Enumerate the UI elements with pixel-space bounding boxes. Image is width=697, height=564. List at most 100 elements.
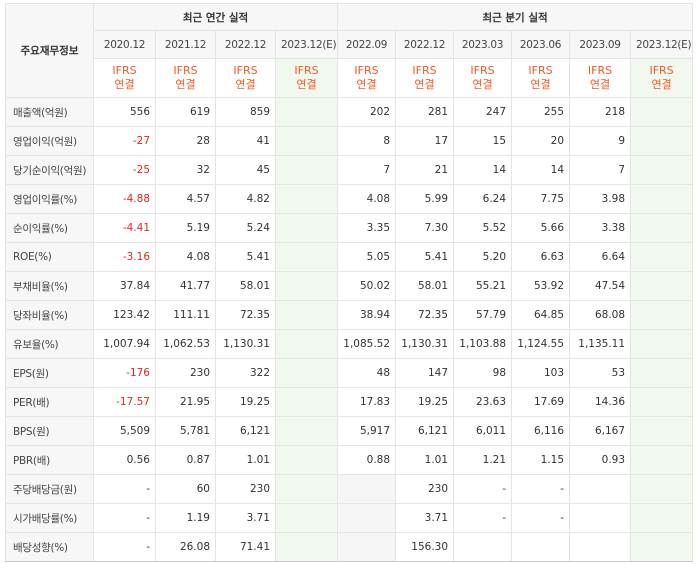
quarter-value-cell: 6.24 xyxy=(453,184,513,214)
quarter-value-cell: 23.63 xyxy=(453,387,513,417)
metric-label: 당좌비율(%) xyxy=(5,300,94,330)
annual-value-cell: 4.08 xyxy=(155,242,216,272)
annual-value-cell: 41.77 xyxy=(155,271,216,301)
ifrs-consolidated-label: IFRS 연결 xyxy=(395,58,455,98)
annual-value-cell: 230 xyxy=(215,474,276,504)
quarter-value-cell: 50.02 xyxy=(337,271,397,301)
quarter-value-cell xyxy=(337,474,397,504)
quarter-value-cell: 9 xyxy=(569,126,632,156)
annual-value-cell xyxy=(274,97,339,127)
annual-value-cell: - xyxy=(93,474,156,504)
quarter-value-cell: 5.99 xyxy=(395,184,455,214)
quarter-value-cell xyxy=(630,445,694,475)
period-quarter-2022-12: 2022.12 xyxy=(395,30,455,59)
quarter-value-cell: 3.71 xyxy=(395,503,455,533)
table-row: 유보율(%) 1,007.94 1,062.53 1,130.31 1,085.52 1,… xyxy=(5,329,694,359)
annual-value-cell: 1,062.53 xyxy=(155,329,216,359)
table-row: 시가배당률(%) -1.19 3.71 3.71- - xyxy=(5,503,694,533)
ifrs-consolidated-label: IFRS 연결 xyxy=(630,58,694,98)
annual-value-cell: 230 xyxy=(155,358,216,388)
table-row: PER(배) -17.57 21.95 19.25 17.83 19.25 23.63 17.… xyxy=(5,387,694,417)
annual-value-cell: 5.19 xyxy=(155,213,216,243)
consolidated-label: 연결 xyxy=(175,78,196,91)
annual-value-cell: - xyxy=(93,503,156,533)
quarter-value-cell: 103 xyxy=(511,358,571,388)
annual-value-cell: -17.57 xyxy=(93,387,156,417)
quarter-value-cell xyxy=(630,532,694,562)
ifrs-label: IFRS xyxy=(233,64,258,77)
annual-value-cell: 37.84 xyxy=(93,271,156,301)
annual-value-cell: 3.71 xyxy=(215,503,276,533)
annual-value-cell: 619 xyxy=(155,97,216,127)
ifrs-consolidated-label: IFRS 연결 xyxy=(274,58,339,98)
quarter-value-cell xyxy=(630,474,694,504)
table-row: 부채비율(%) 37.84 41.77 58.01 50.02 58.01 55.21 53.… xyxy=(5,271,694,301)
metric-label: 부채비율(%) xyxy=(5,271,94,301)
consolidated-label: 연결 xyxy=(235,78,256,91)
ifrs-label: IFRS xyxy=(112,64,137,77)
annual-value-cell: 111.11 xyxy=(155,300,216,330)
period-annual-2023-12-estimate: 2023.12(E) xyxy=(274,30,339,59)
consolidated-label: 연결 xyxy=(414,78,435,91)
quarter-value-cell: 7 xyxy=(337,155,397,185)
quarter-value-cell: 1,130.31 xyxy=(395,329,455,359)
annual-value-cell: 28 xyxy=(155,126,216,156)
quarter-value-cell xyxy=(630,97,694,127)
quarter-value-cell: 64.85 xyxy=(511,300,571,330)
annual-value-cell: -3.16 xyxy=(93,242,156,272)
quarter-value-cell: 57.79 xyxy=(453,300,513,330)
quarter-value-cell xyxy=(453,532,513,562)
annual-value-cell: 4.57 xyxy=(155,184,216,214)
consolidated-label: 연결 xyxy=(296,78,317,91)
quarter-value-cell: 0.88 xyxy=(337,445,397,475)
quarter-value-cell: - xyxy=(453,503,513,533)
quarter-value-cell: 68.08 xyxy=(569,300,632,330)
quarter-value-cell: 5.05 xyxy=(337,242,397,272)
quarter-value-cell: 3.35 xyxy=(337,213,397,243)
annual-value-cell: 72.35 xyxy=(215,300,276,330)
quarter-value-cell xyxy=(630,387,694,417)
quarter-value-cell: 1.01 xyxy=(395,445,455,475)
quarter-value-cell: 14.36 xyxy=(569,387,632,417)
financial-summary-table: 주요재무정보 최근 연간 실적 최근 분기 실적 2020.12 2021.12… xyxy=(5,3,694,562)
annual-value-cell: 41 xyxy=(215,126,276,156)
table-row: 영업이익(억원) -27 28 41 8 17 15 20 9 xyxy=(5,126,694,156)
ifrs-consolidated-label: IFRS 연결 xyxy=(215,58,276,98)
period-quarter-2023-03: 2023.03 xyxy=(453,30,513,59)
annual-value-cell xyxy=(274,329,339,359)
quarter-value-cell: 17 xyxy=(395,126,455,156)
metric-label: 매출액(억원) xyxy=(5,97,94,127)
ifrs-label: IFRS xyxy=(294,64,319,77)
quarter-value-cell: 5.52 xyxy=(453,213,513,243)
annual-value-cell xyxy=(274,445,339,475)
period-annual-2020-12: 2020.12 xyxy=(93,30,156,59)
metric-label: 배당성향(%) xyxy=(5,532,94,562)
quarter-value-cell: 156.30 xyxy=(395,532,455,562)
annual-value-cell xyxy=(274,242,339,272)
metric-label: PER(배) xyxy=(5,387,94,417)
quarter-value-cell: 3.38 xyxy=(569,213,632,243)
quarter-value-cell: 1.21 xyxy=(453,445,513,475)
quarter-value-cell: 6.64 xyxy=(569,242,632,272)
annual-value-cell xyxy=(274,503,339,533)
metric-label: 영업이익률(%) xyxy=(5,184,94,214)
quarter-value-cell: 38.94 xyxy=(337,300,397,330)
quarter-value-cell: 5,917 xyxy=(337,416,397,446)
quarter-value-cell: 98 xyxy=(453,358,513,388)
quarter-value-cell: 14 xyxy=(511,155,571,185)
quarter-value-cell: 19.25 xyxy=(395,387,455,417)
quarter-value-cell: 1,103.88 xyxy=(453,329,513,359)
table-row: 당좌비율(%) 123.42 111.11 72.35 38.94 72.35 57.79 6… xyxy=(5,300,694,330)
table-row: PBR(배) 0.56 0.87 1.01 0.88 1.01 1.21 1.15 0.93 xyxy=(5,445,694,475)
quarter-value-cell: 6,167 xyxy=(569,416,632,446)
annual-value-cell: -25 xyxy=(93,155,156,185)
annual-value-cell xyxy=(274,271,339,301)
quarter-value-cell: 1,124.55 xyxy=(511,329,571,359)
consolidated-label: 연결 xyxy=(651,78,672,91)
annual-value-cell: 71.41 xyxy=(215,532,276,562)
period-quarter-2023-09: 2023.09 xyxy=(569,30,632,59)
quarter-value-cell: 0.93 xyxy=(569,445,632,475)
ifrs-label: IFRS xyxy=(528,64,553,77)
row-label-header: 주요재무정보 xyxy=(5,3,94,98)
annual-value-cell: -176 xyxy=(93,358,156,388)
